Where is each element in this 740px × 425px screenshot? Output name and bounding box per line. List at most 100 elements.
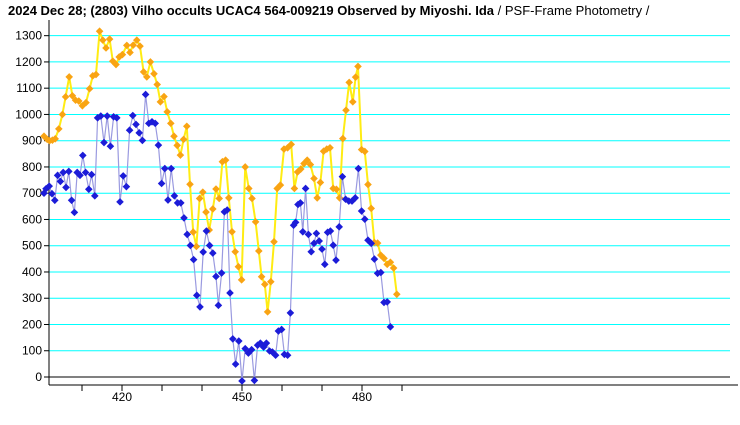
data-point-comparison-star-orange [329,184,337,193]
data-point-target-star-blue [289,221,298,230]
data-point-comparison-star-orange [139,68,148,76]
data-point-target-star-blue [113,114,121,122]
data-point-target-star-blue [48,189,56,198]
data-point-comparison-star-orange [209,205,217,213]
data-point-target-star-blue [326,227,335,235]
data-point-target-star-blue [106,142,115,151]
data-point-comparison-star-orange [176,151,185,159]
data-point-comparison-star-orange [306,160,315,169]
x-tick-label: 480 [352,390,372,404]
data-point-comparison-star-orange [339,134,347,143]
data-point-comparison-star-orange [68,91,77,100]
data-point-target-star-blue [141,90,150,99]
data-point-target-star-blue [307,247,315,256]
data-point-target-star-blue [321,260,329,269]
data-point-comparison-star-orange [349,98,357,106]
data-point-comparison-star-orange [300,159,308,168]
data-point-comparison-star-orange [297,165,305,173]
data-point-comparison-star-orange [186,180,194,189]
data-point-target-star-blue [286,309,295,317]
y-tick-label: 1000 [15,107,42,121]
data-point-target-star-blue [217,269,226,277]
data-point-comparison-star-orange [85,84,94,93]
data-point-comparison-star-orange [118,50,127,59]
y-tick-label: 300 [22,291,42,305]
data-point-comparison-star-orange [75,97,83,105]
y-tick-label: 100 [22,344,42,358]
y-tick-label: 200 [22,317,42,331]
data-point-comparison-star-orange [335,194,344,202]
data-point-target-star-blue [125,126,134,134]
chart-title: 2024 Dec 28; (2803) Vilho occults UCAC4 … [8,3,649,18]
data-point-comparison-star-orange [248,194,256,203]
data-point-target-star-blue [100,138,108,147]
data-point-comparison-star-orange [280,145,288,153]
data-point-comparison-star-orange [99,36,107,44]
data-point-comparison-star-orange [82,98,90,107]
data-point-comparison-star-orange [267,277,275,286]
data-point-comparison-star-orange [112,60,120,69]
data-point-comparison-star-orange [351,73,360,81]
data-point-comparison-star-orange [163,108,171,116]
chart-title-suffix: / PSF-Frame Photometry / [494,3,650,18]
data-point-target-star-blue [116,198,124,206]
data-point-comparison-star-orange [126,48,134,57]
data-point-comparison-star-orange [361,147,369,156]
data-point-target-star-blue [214,301,223,310]
data-point-target-star-blue [244,349,253,357]
data-point-target-star-blue [40,189,48,198]
data-point-target-star-blue [170,192,179,200]
data-point-comparison-star-orange [218,157,227,166]
data-point-target-star-blue [167,164,175,173]
data-point-comparison-star-orange [212,185,220,193]
data-point-target-star-blue [250,376,259,385]
data-point-target-star-blue [103,112,111,120]
data-point-comparison-star-orange [143,73,151,81]
data-point-target-star-blue [304,230,313,239]
data-point-target-star-blue [299,228,307,236]
data-point-target-star-blue [59,168,67,177]
data-point-target-star-blue [231,360,240,368]
data-point-target-star-blue [291,218,300,227]
data-point-comparison-star-orange [373,239,382,247]
data-point-comparison-star-orange [290,184,299,193]
data-point-target-star-blue [202,227,211,235]
data-point-comparison-star-orange [273,184,281,193]
data-point-target-star-blue [196,303,204,311]
data-point-target-star-blue [383,298,391,306]
data-point-target-star-blue [138,136,147,145]
data-point-comparison-star-orange [199,188,207,196]
data-point-comparison-star-orange [58,110,67,119]
data-point-comparison-star-orange [61,93,70,101]
y-tick-label: 1100 [16,81,42,95]
data-point-comparison-star-orange [215,194,223,203]
data-point-comparison-star-orange [255,247,263,255]
data-point-target-star-blue [386,323,395,331]
data-point-comparison-star-orange [102,44,110,52]
data-point-target-star-blue [87,170,96,179]
data-point-comparison-star-orange [153,80,161,89]
data-point-target-star-blue [76,171,84,180]
data-point-target-star-blue [238,377,246,385]
data-point-target-star-blue [271,351,280,360]
data-point-comparison-star-orange [195,194,204,203]
data-point-target-star-blue [51,196,59,205]
data-point-comparison-star-orange [241,163,249,171]
data-point-target-star-blue [209,249,217,257]
data-point-comparison-star-orange [345,78,353,87]
data-point-target-star-blue [229,335,237,343]
data-point-comparison-star-orange [170,132,178,141]
data-point-comparison-star-orange [389,264,398,272]
data-point-target-star-blue [180,214,188,222]
data-point-target-star-blue [235,337,243,345]
data-point-comparison-star-orange [231,247,239,256]
data-point-target-star-blue [193,291,201,300]
data-point-comparison-star-orange [323,145,331,153]
data-point-comparison-star-orange [257,272,266,281]
data-point-comparison-star-orange [303,156,311,164]
data-point-target-star-blue [91,192,99,200]
data-point-target-star-blue [274,327,283,335]
y-tick-label: 400 [22,265,42,279]
